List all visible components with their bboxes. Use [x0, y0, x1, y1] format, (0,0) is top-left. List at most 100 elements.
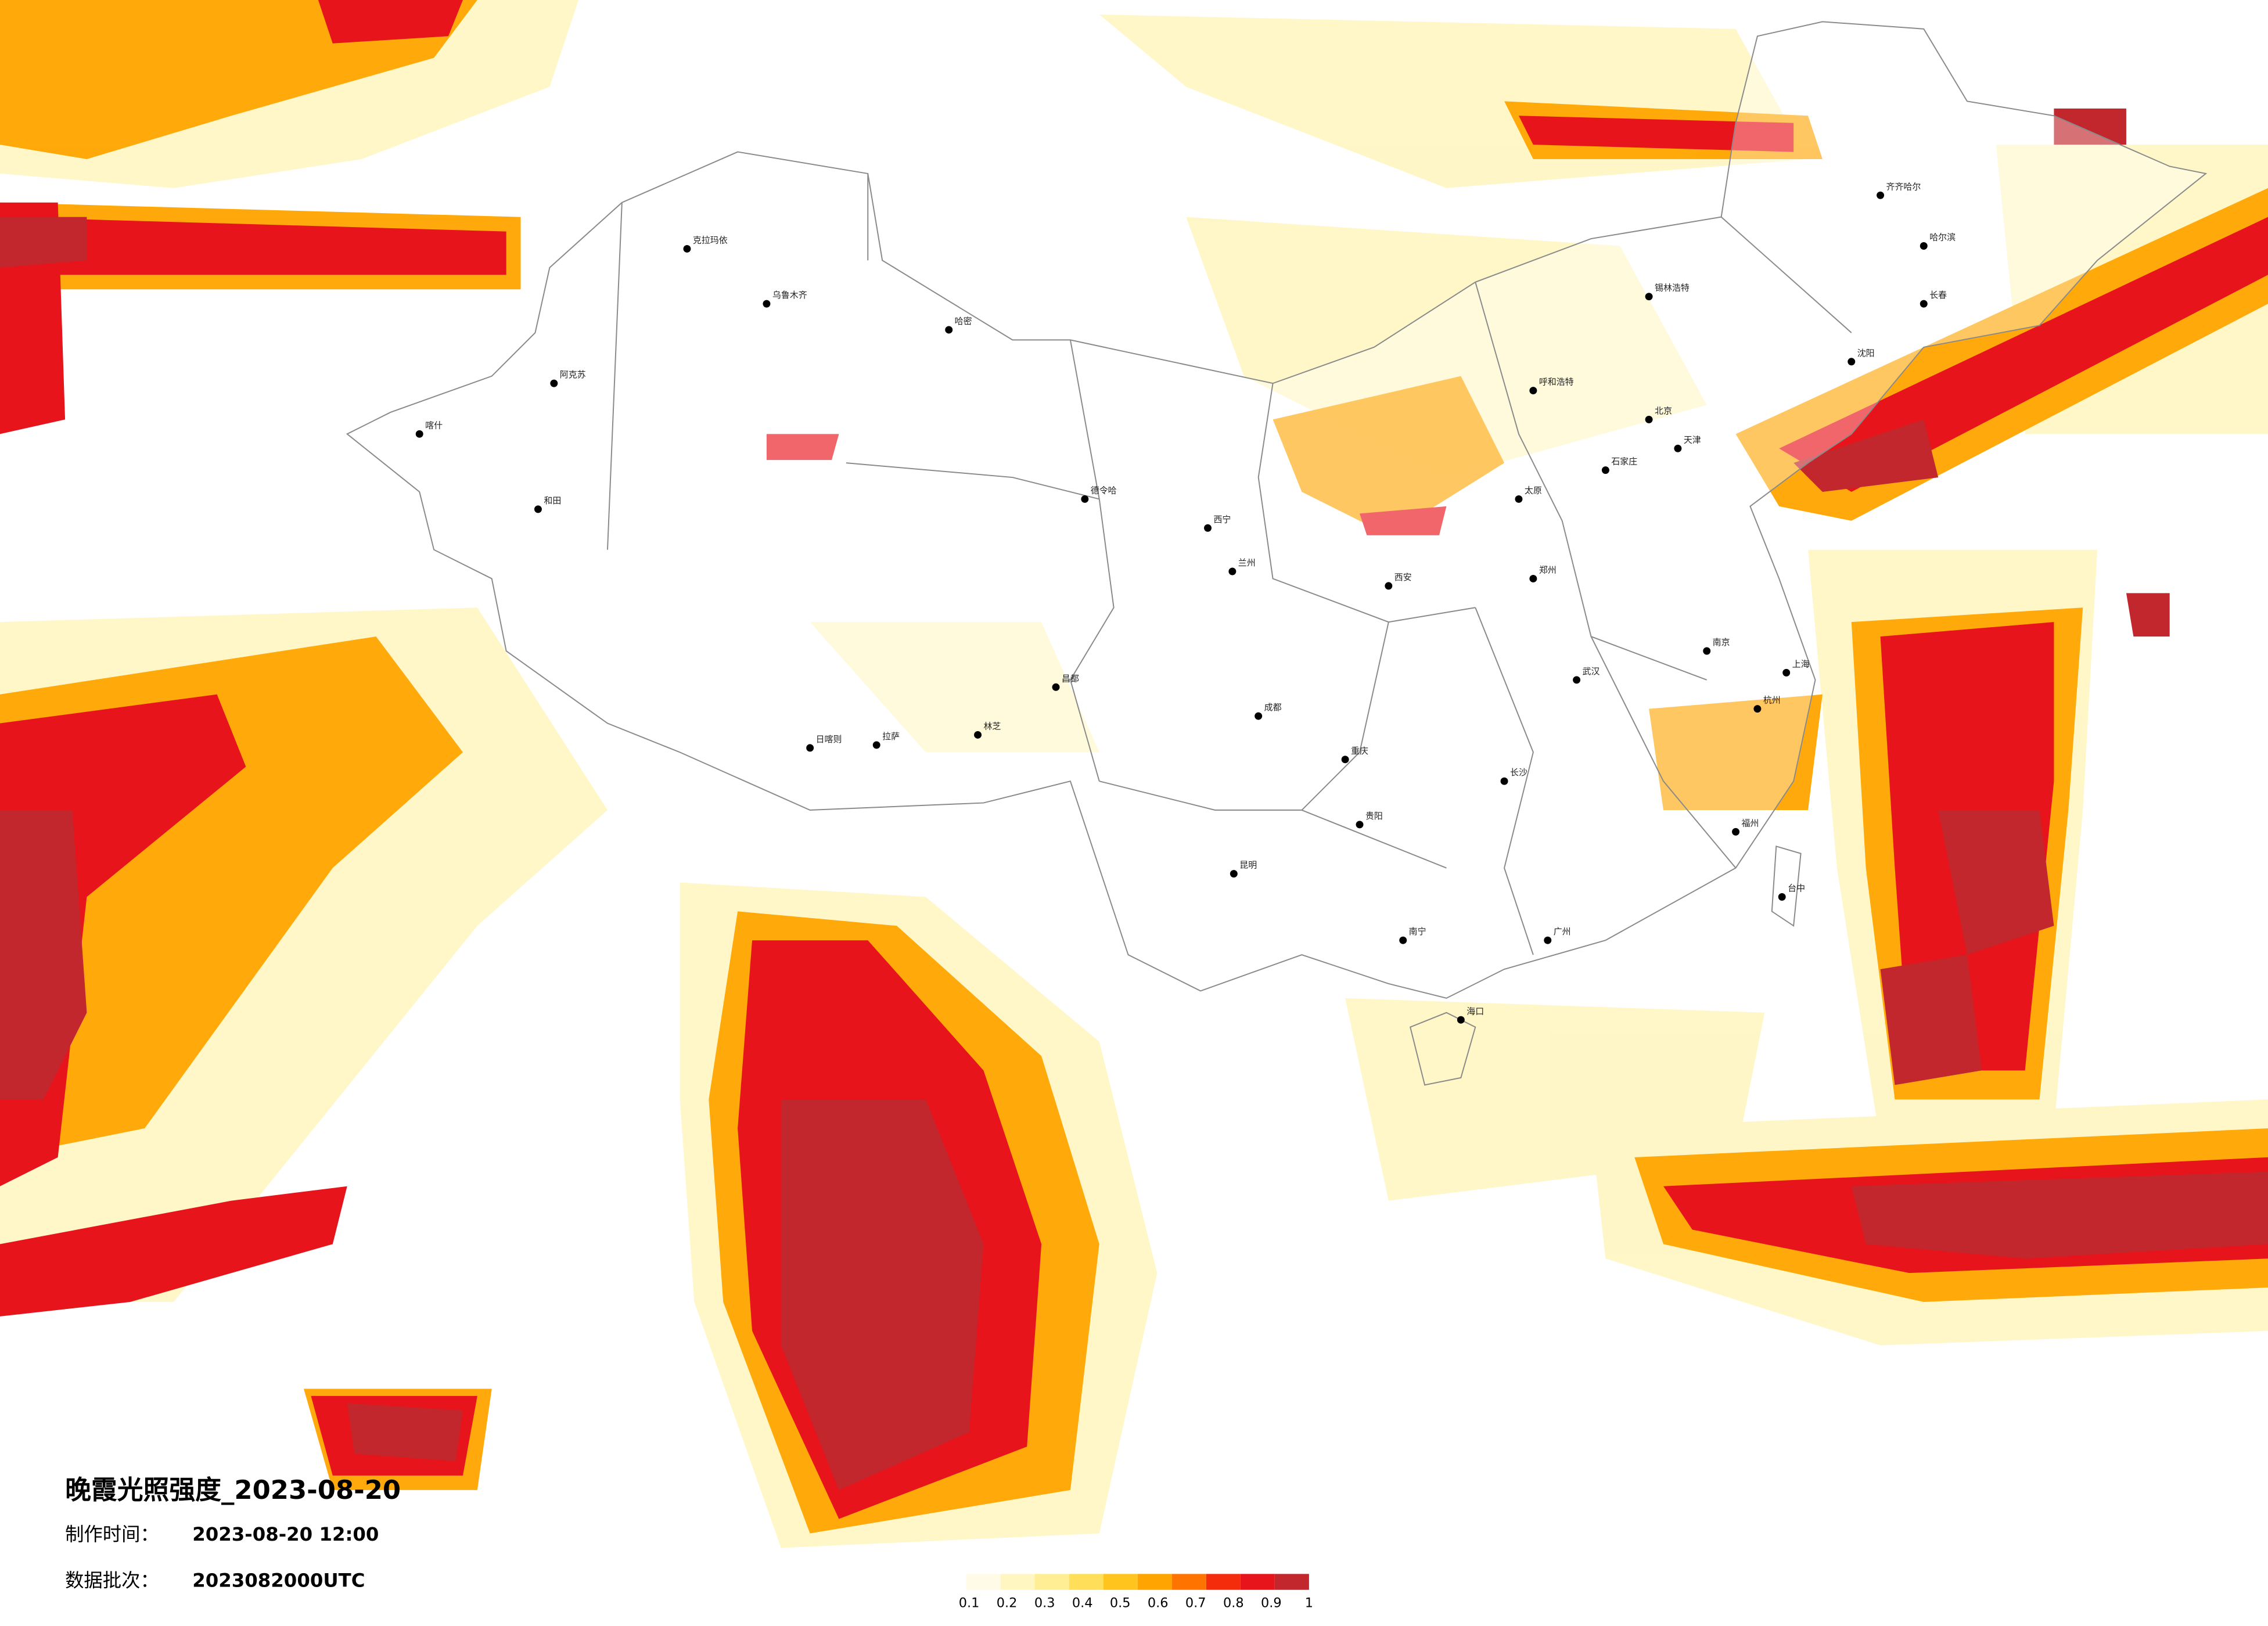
map-title: 晚霞光照强度_2023-08-20: [65, 1474, 401, 1505]
city-label: 台中: [1788, 883, 1805, 894]
city-label: 西宁: [1213, 514, 1231, 524]
city-label: 沈阳: [1857, 348, 1875, 358]
city-dot: [1645, 415, 1653, 423]
city-dot: [1778, 893, 1786, 901]
city-dot: [1529, 574, 1537, 582]
city-dot: [1228, 567, 1237, 575]
city-label: 郑州: [1539, 564, 1557, 575]
city-dot: [1877, 191, 1885, 199]
legend-swatch: [1000, 1574, 1035, 1590]
city-label: 拉萨: [882, 731, 900, 742]
info-value: 2023082000UTC: [192, 1570, 365, 1592]
city-dot: [1399, 936, 1407, 944]
city-label: 德令哈: [1091, 485, 1117, 495]
city-label: 石家庄: [1611, 456, 1637, 467]
city-dot: [1052, 683, 1060, 691]
city-dot: [1255, 712, 1263, 720]
city-label: 北京: [1655, 405, 1672, 416]
city-dot: [1782, 668, 1791, 677]
legend-swatch: [1171, 1574, 1206, 1590]
city-dot: [1573, 676, 1581, 684]
city-dot: [806, 744, 814, 752]
city-label: 西安: [1394, 572, 1412, 582]
legend-tick-label: 0.9: [1261, 1596, 1282, 1611]
city-label: 哈密: [955, 316, 972, 326]
city-dot: [1385, 582, 1393, 590]
city-label: 长春: [1929, 290, 1947, 300]
city-label: 南京: [1713, 637, 1730, 647]
city-label: 乌鲁木齐: [772, 290, 807, 300]
city-label: 昆明: [1239, 860, 1257, 870]
city-dot: [1848, 358, 1856, 366]
city-dot: [872, 741, 880, 749]
city-dot: [534, 505, 542, 513]
legend-tick-label: 0.8: [1223, 1596, 1244, 1611]
city-dot: [1920, 300, 1928, 308]
country-outline: [346, 21, 2208, 1086]
city-dot: [1601, 466, 1609, 474]
legend-tick-label: 0.1: [959, 1596, 980, 1611]
city-label: 武汉: [1583, 666, 1600, 677]
city-label: 兰州: [1238, 557, 1256, 568]
legend-tick-label: 0.7: [1185, 1596, 1206, 1611]
legend-swatch: [966, 1574, 1001, 1590]
city-label: 海口: [1467, 1006, 1484, 1016]
city-dot: [1674, 444, 1682, 452]
legend-swatch: [1274, 1574, 1309, 1590]
city-label: 重庆: [1351, 746, 1368, 756]
legend-swatch: [1103, 1574, 1138, 1590]
city-label: 林芝: [983, 721, 1001, 732]
city-dot: [415, 430, 423, 438]
city-label: 天津: [1684, 434, 1701, 445]
info-label: 数据批次：: [65, 1570, 159, 1592]
city-label: 锡林浩特: [1655, 283, 1690, 293]
legend-tick-label: 0.3: [1034, 1596, 1055, 1611]
legend-tick-label: 0.4: [1072, 1596, 1093, 1611]
legend-swatch: [1137, 1574, 1172, 1590]
cloud-field: [0, 0, 2268, 1548]
city-dot: [550, 379, 558, 387]
city-dot: [1081, 495, 1089, 503]
city-label: 成都: [1264, 702, 1282, 713]
legend-swatch: [1034, 1574, 1069, 1590]
city-label: 上海: [1792, 659, 1810, 669]
city-label: 太原: [1525, 485, 1542, 495]
city-dot: [1544, 936, 1552, 944]
city-dot: [974, 731, 982, 739]
legend-swatch: [1240, 1574, 1275, 1590]
city-label: 喀什: [425, 420, 443, 430]
city-dot: [1356, 821, 1364, 829]
city-dot: [763, 300, 771, 308]
color-legend: 0.1 0.2 0.3 0.4 0.5 0.6 0.7 0.8 0.9 1: [959, 1574, 1313, 1611]
city-label: 克拉玛依: [693, 235, 728, 246]
city-dot: [1457, 1016, 1465, 1024]
city-label: 广州: [1554, 926, 1571, 937]
city-dot: [1515, 495, 1523, 503]
city-label: 哈尔滨: [1929, 232, 1956, 243]
legend-tick-label: 0.2: [997, 1596, 1018, 1611]
legend-swatch: [1206, 1574, 1241, 1590]
info-label: 制作时间：: [65, 1523, 159, 1545]
city-dot: [945, 326, 953, 334]
city-label: 和田: [544, 495, 561, 506]
city-dot: [1753, 705, 1762, 713]
city-label: 阿克苏: [560, 369, 586, 380]
city-label: 齐齐哈尔: [1886, 181, 1921, 192]
city-label: 杭州: [1763, 695, 1781, 706]
city-dot: [1645, 293, 1653, 301]
city-dot: [1204, 524, 1212, 532]
city-label: 贵阳: [1365, 811, 1383, 821]
city-dot: [1732, 828, 1739, 836]
info-value: 2023-08-20 12:00: [192, 1523, 379, 1545]
city-label: 南宁: [1409, 926, 1426, 937]
city-dot: [1500, 777, 1508, 785]
city-dot: [1529, 387, 1537, 395]
city-dot: [1230, 870, 1238, 878]
legend-tick-label: 1: [1305, 1596, 1313, 1611]
city-label: 昌都: [1062, 673, 1079, 684]
city-dot: [683, 244, 691, 253]
city-label: 呼和浩特: [1539, 377, 1574, 387]
